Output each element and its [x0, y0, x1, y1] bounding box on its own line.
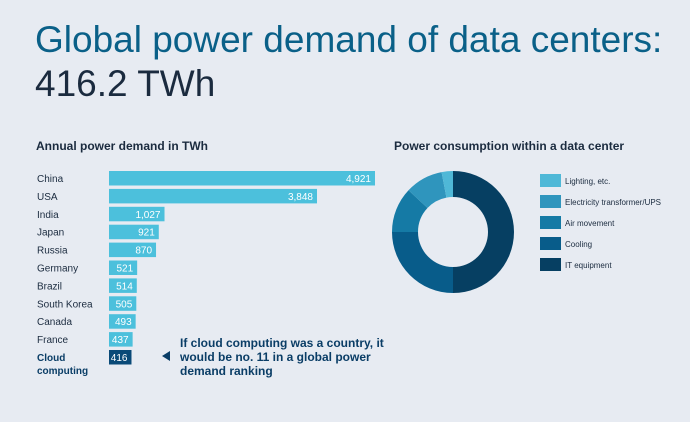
- category-label: Brazil: [37, 281, 62, 292]
- legend-swatch: [540, 174, 561, 187]
- bar: [109, 296, 137, 311]
- category-label: South Korea: [37, 299, 93, 310]
- bar: [109, 314, 136, 329]
- legend-label: Electricity transformer/UPS: [565, 198, 661, 207]
- legend-label: IT equipment: [565, 261, 612, 270]
- bar-value-label: 437: [112, 335, 129, 346]
- bar: [109, 350, 132, 365]
- bar: [109, 171, 375, 186]
- legend-label: Cooling: [565, 240, 592, 249]
- donut-slice: [453, 171, 514, 293]
- bar-value-label: 921: [138, 228, 155, 239]
- legend-swatch: [540, 237, 561, 250]
- category-label: Cloud computing: [37, 353, 88, 377]
- legend-swatch: [540, 216, 561, 229]
- bar-value-label: 870: [135, 246, 152, 257]
- page-subtitle: 416.2 TWh: [35, 63, 216, 104]
- bar-value-label: 505: [116, 299, 133, 310]
- bar: [109, 206, 165, 222]
- bar-value-label: 4,921: [346, 174, 371, 185]
- donut-slice: [408, 172, 447, 209]
- donut-slice: [392, 232, 453, 293]
- bar: [109, 332, 133, 347]
- category-label: China: [37, 174, 64, 185]
- legend-swatch: [540, 258, 561, 271]
- bar-value-label: 1,027: [135, 210, 160, 221]
- category-label: India: [37, 210, 59, 221]
- legend-label: Air movement: [565, 219, 615, 228]
- donut-slice: [392, 190, 428, 232]
- category-label: Japan: [37, 228, 64, 239]
- bar: [109, 242, 157, 258]
- legend-label: Lighting, etc.: [565, 177, 610, 186]
- page-title: Global power demand of data centers:: [35, 19, 663, 60]
- bar-value-label: 3,848: [288, 192, 313, 203]
- donut-slice: [441, 171, 453, 198]
- bar: [109, 260, 138, 275]
- bar-value-label: 416: [111, 353, 128, 364]
- category-label: USA: [37, 192, 58, 203]
- bar-chart-title: Annual power demand in TWh: [36, 139, 208, 153]
- category-label: Germany: [37, 264, 78, 275]
- bar-value-label: 493: [115, 317, 132, 328]
- category-label: Russia: [37, 246, 68, 257]
- cloud-computing-annotation: If cloud computing was a country, it wou…: [180, 336, 384, 378]
- annotation-arrow-icon: [162, 351, 170, 361]
- bar-value-label: 521: [116, 264, 133, 275]
- category-label: France: [37, 335, 69, 346]
- bar: [109, 278, 137, 293]
- legend-swatch: [540, 195, 561, 208]
- donut-chart-title: Power consumption within a data center: [394, 139, 625, 153]
- bar: [109, 188, 317, 204]
- bar-value-label: 514: [116, 281, 133, 292]
- category-label: Canada: [37, 317, 72, 328]
- bar: [109, 224, 159, 240]
